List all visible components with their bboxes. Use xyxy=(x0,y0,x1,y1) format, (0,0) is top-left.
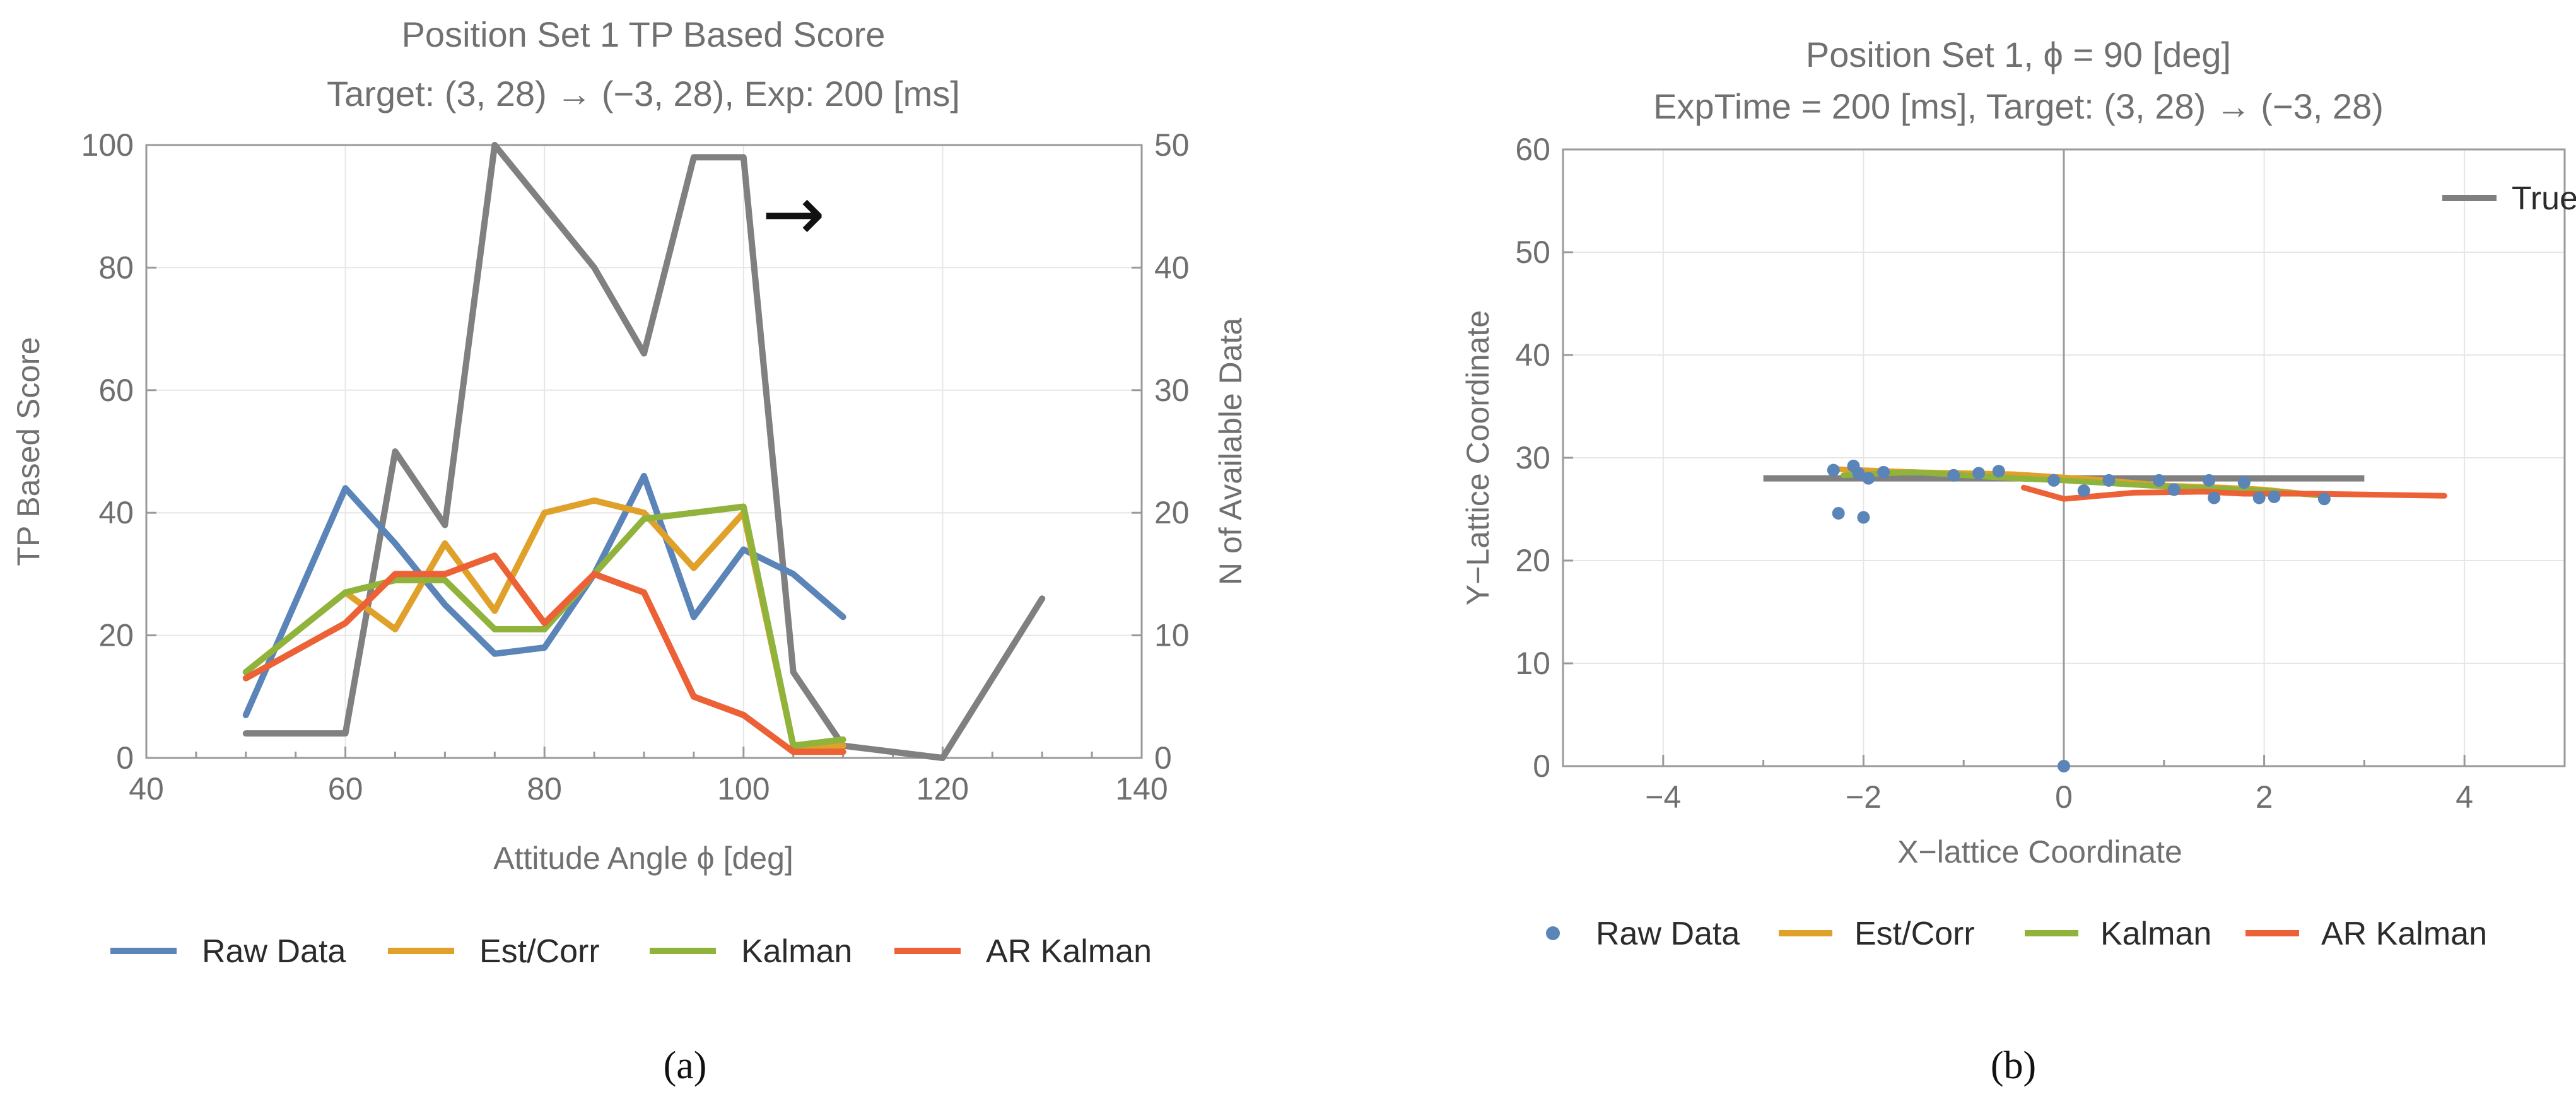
chart-b-y-tick-label: 10 xyxy=(1515,646,1550,681)
chart-b-raw-point xyxy=(2237,476,2251,489)
chart-a-subtitle: Target: (3, 28) → (−3, 28), Exp: 200 [ms… xyxy=(327,74,960,114)
chart-b-x-ticks: −4 −2 0 2 4 xyxy=(1562,755,2566,815)
chart-a-legend-label-kalman: Kalman xyxy=(741,933,852,970)
chart-b-y-ticks: 0 10 20 30 40 50 60 xyxy=(1515,132,1573,784)
chart-b-raw-point xyxy=(1947,469,1960,482)
chart-a-y-tick-label: 60 xyxy=(98,373,134,408)
chart-a-series-ar-kalman xyxy=(242,552,846,755)
chart-b-raw-point xyxy=(2252,491,2266,504)
chart-b-raw-point xyxy=(2167,483,2181,496)
chart-a-y2-ticks: 0 10 20 30 40 50 xyxy=(1132,127,1190,776)
chart-a-legend: Raw Data Est/Corr Kalman AR Kalman xyxy=(110,933,1152,970)
chart-a-annotation-arrow: → xyxy=(762,170,826,258)
chart-a-y2-label: N of Available Data xyxy=(1213,318,1248,586)
chart-a-x-tick-label: 60 xyxy=(328,771,363,806)
chart-b-x-tick-label: 2 xyxy=(2256,779,2273,815)
chart-b-legend-swatch-raw-data xyxy=(1546,926,1560,940)
chart-b-raw-point xyxy=(2077,484,2090,498)
chart-b-raw-point xyxy=(1857,511,1870,524)
chart-b-raw-point xyxy=(2268,490,2281,503)
chart-b-subtitle: ExpTime = 200 [ms], Target: (3, 28) → (−… xyxy=(1653,86,2384,126)
chart-a-grid xyxy=(146,144,1142,759)
chart-a-y2-tick-label: 30 xyxy=(1154,373,1190,408)
chart-b-legend-label-raw-data: Raw Data xyxy=(1596,916,1740,952)
chart-a-y-tick-label: 100 xyxy=(81,127,134,163)
chart-b-raw-point xyxy=(1862,472,1875,485)
chart-b-raw-point xyxy=(1852,467,1865,480)
chart-a-y-tick-label: 0 xyxy=(116,740,134,776)
chart-b-raw-point xyxy=(1827,463,1840,477)
panel-b-label: (b) xyxy=(1991,1044,2036,1087)
chart-b-raw-point xyxy=(1877,465,1890,479)
chart-a-x-tick-label: 140 xyxy=(1115,771,1168,806)
chart-a-y-tick-label: 40 xyxy=(98,495,134,530)
chart-b-legend: Raw Data Est/Corr Kalman AR Kalman xyxy=(1546,916,2487,952)
chart-b-y-tick-label: 50 xyxy=(1515,235,1550,270)
chart-b-legend-label-kalman: Kalman xyxy=(2100,916,2211,952)
chart-b-legend-label-est-corr: Est/Corr xyxy=(1854,916,1975,952)
chart-a-y2-tick-label: 40 xyxy=(1154,250,1190,285)
chart-b-raw-point xyxy=(1832,507,1845,520)
chart-a-y2-tick-label: 20 xyxy=(1154,495,1190,530)
chart-b-x-tick-label: 4 xyxy=(2456,779,2473,815)
chart-a-y-tick-label: 80 xyxy=(98,250,134,285)
chart-a-legend-label-est-corr: Est/Corr xyxy=(479,933,600,970)
chart-b-y-tick-label: 0 xyxy=(1533,748,1550,784)
chart-a: Position Set 1 TP Based Score Target: (3… xyxy=(11,15,1248,1087)
chart-b-y-tick-label: 60 xyxy=(1515,132,1550,167)
chart-a-legend-label-raw-data: Raw Data xyxy=(202,933,346,970)
chart-a-series-n-of-available-data xyxy=(242,142,1046,761)
chart-a-x-tick-label: 80 xyxy=(527,771,562,806)
chart-a-y2-tick-label: 0 xyxy=(1154,740,1172,776)
chart-b-y-label: Y−Lattice Coordinate xyxy=(1460,310,1496,605)
chart-b-raw-points xyxy=(1827,460,2331,772)
chart-a-y2-tick-label: 50 xyxy=(1154,127,1190,163)
chart-b-legend-label-ar-kalman: AR Kalman xyxy=(2321,916,2487,952)
chart-b-series-kalman xyxy=(1841,469,2327,499)
chart-b: Position Set 1, ϕ = 90 [deg] ExpTime = 2… xyxy=(1460,35,2576,1087)
chart-b-raw-point xyxy=(2317,492,2331,506)
chart-a-y-tick-label: 20 xyxy=(98,618,134,653)
chart-a-title: Position Set 1 TP Based Score xyxy=(402,15,886,54)
chart-a-x-tick-label: 120 xyxy=(916,771,969,806)
chart-b-series-ar-kalman xyxy=(2021,484,2447,502)
chart-a-x-ticks: 40 60 80 100 120 140 xyxy=(129,747,1168,806)
chart-b-title: Position Set 1, ϕ = 90 [deg] xyxy=(1806,35,2231,74)
chart-a-frame xyxy=(145,144,1143,759)
chart-b-y-tick-label: 30 xyxy=(1515,440,1550,475)
chart-b-raw-point xyxy=(2058,760,2070,772)
chart-b-raw-point xyxy=(1992,465,2005,478)
chart-b-x-label: X−lattice Coordinate xyxy=(1897,834,2182,870)
chart-a-x-tick-label: 40 xyxy=(129,771,164,806)
chart-b-y-tick-label: 40 xyxy=(1515,337,1550,373)
chart-a-legend-label-ar-kalman: AR Kalman xyxy=(986,933,1152,970)
chart-b-raw-point xyxy=(1972,467,1986,480)
chart-b-raw-point xyxy=(2047,474,2061,487)
chart-b-raw-point xyxy=(2152,474,2165,487)
chart-b-raw-point xyxy=(2102,474,2116,487)
chart-b-x-tick-label: −4 xyxy=(1645,779,1681,815)
chart-a-series xyxy=(242,142,1046,761)
chart-b-inset-legend-label: True xyxy=(2512,180,2576,217)
chart-b-x-tick-label: −2 xyxy=(1846,779,1882,815)
chart-b-y-tick-label: 20 xyxy=(1515,543,1550,578)
chart-b-raw-point xyxy=(2208,491,2221,504)
chart-a-y-ticks: 0 20 40 60 80 100 xyxy=(81,127,156,776)
panel-a-label: (a) xyxy=(664,1044,707,1087)
chart-b-raw-point xyxy=(2203,474,2216,487)
chart-a-x-label: Attitude Angle ϕ [deg] xyxy=(493,841,793,876)
chart-b-inset-legend: True xyxy=(2442,180,2576,217)
chart-a-x-tick-label: 100 xyxy=(717,771,770,806)
chart-a-y2-tick-label: 10 xyxy=(1154,618,1190,653)
chart-b-x-tick-label: 0 xyxy=(2055,779,2073,815)
chart-a-y-label: TP Based Score xyxy=(11,337,46,566)
